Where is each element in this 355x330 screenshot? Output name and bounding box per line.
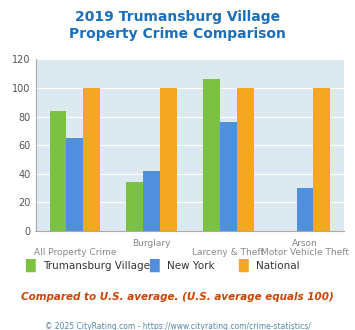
Text: Compared to U.S. average. (U.S. average equals 100): Compared to U.S. average. (U.S. average … <box>21 292 334 302</box>
Text: © 2025 CityRating.com - https://www.cityrating.com/crime-statistics/: © 2025 CityRating.com - https://www.city… <box>45 322 310 330</box>
Text: Arson: Arson <box>292 239 318 248</box>
Text: Burglary: Burglary <box>132 239 171 248</box>
Text: National: National <box>256 261 299 271</box>
Bar <box>237 88 253 231</box>
Bar <box>313 88 330 231</box>
Bar <box>83 88 100 231</box>
Text: █: █ <box>25 259 34 272</box>
Bar <box>203 80 220 231</box>
Text: █: █ <box>238 259 247 272</box>
Bar <box>296 188 313 231</box>
Text: Larceny & Theft: Larceny & Theft <box>192 248 264 257</box>
Text: All Property Crime: All Property Crime <box>34 248 116 257</box>
Text: 2019 Trumansburg Village
Property Crime Comparison: 2019 Trumansburg Village Property Crime … <box>69 10 286 41</box>
Text: Trumansburg Village: Trumansburg Village <box>43 261 149 271</box>
Bar <box>50 111 66 231</box>
Text: █: █ <box>149 259 159 272</box>
Text: Motor Vehicle Theft: Motor Vehicle Theft <box>261 248 349 257</box>
Bar <box>160 88 177 231</box>
Bar <box>220 122 237 231</box>
Bar <box>143 171 160 231</box>
Text: New York: New York <box>167 261 214 271</box>
Bar <box>126 182 143 231</box>
Bar <box>66 138 83 231</box>
